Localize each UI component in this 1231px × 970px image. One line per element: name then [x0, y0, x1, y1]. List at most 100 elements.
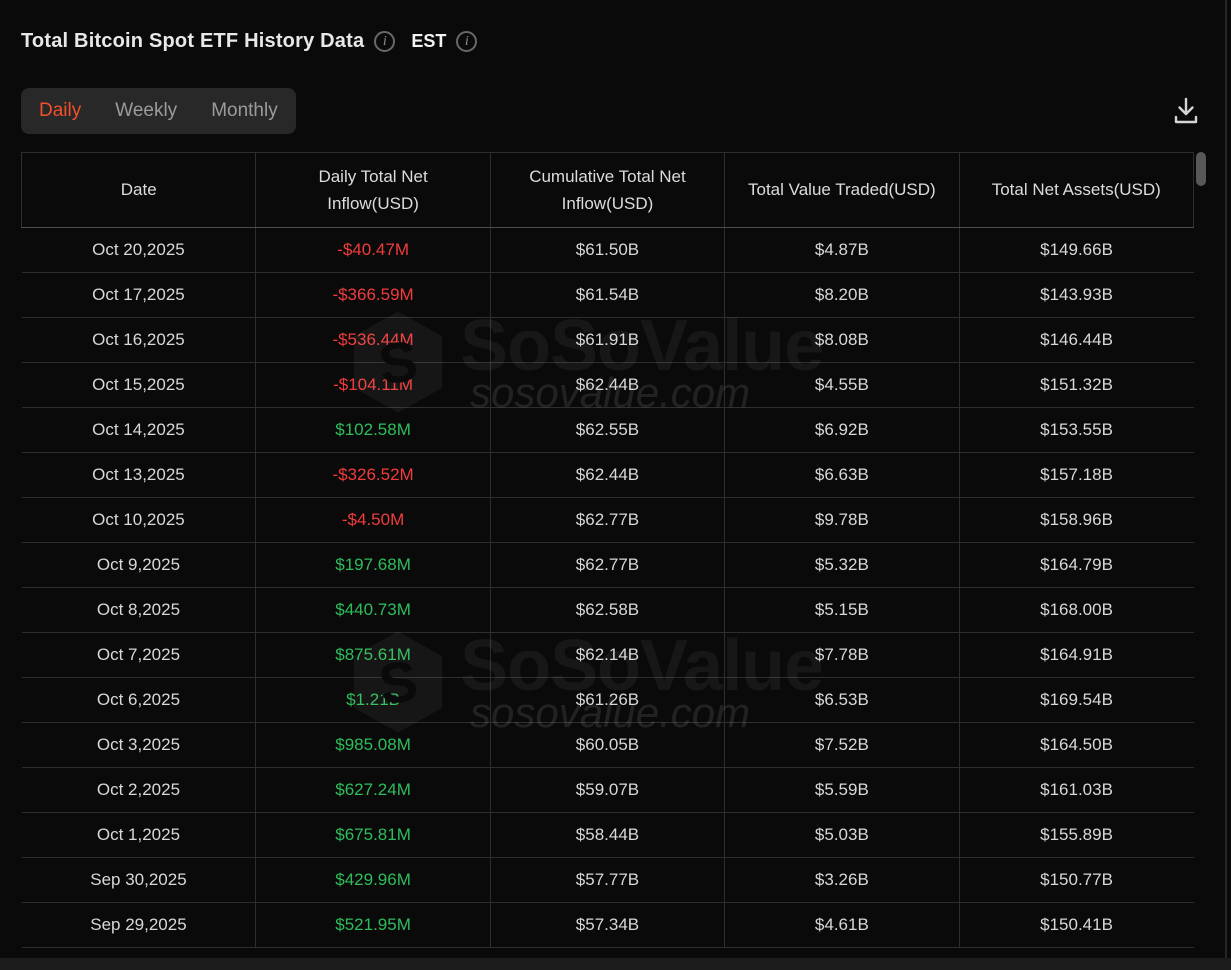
daily-net-inflow-cell: $197.68M	[255, 542, 491, 588]
total-net-assets-cell: $151.32B	[959, 362, 1194, 408]
horizontal-scrollbar-track[interactable]	[0, 958, 1231, 970]
vertical-scrollbar-thumb[interactable]	[1196, 152, 1206, 186]
table-row: Oct 9,2025 $197.68M $62.77B $5.32B $164.79B	[21, 542, 1194, 588]
tab-daily[interactable]: Daily	[39, 100, 82, 121]
daily-net-inflow-cell: -$366.59M	[255, 272, 491, 318]
total-value-traded-cell: $8.08B	[724, 317, 960, 363]
cumulative-net-inflow-cell: $61.54B	[490, 272, 726, 318]
total-value-traded-cell: $6.53B	[724, 677, 960, 723]
cumulative-net-inflow-cell: $62.77B	[490, 542, 726, 588]
date-cell: Oct 1,2025	[21, 812, 257, 858]
daily-net-inflow-cell: -$4.50M	[255, 497, 491, 543]
total-value-traded-cell: $4.87B	[724, 227, 960, 273]
total-value-traded-cell: $4.55B	[724, 362, 960, 408]
total-net-assets-cell: $149.66B	[959, 227, 1194, 273]
cumulative-net-inflow-cell: $62.44B	[490, 362, 726, 408]
cumulative-net-inflow-cell: $58.44B	[490, 812, 726, 858]
cumulative-net-inflow-cell: $62.14B	[490, 632, 726, 678]
download-button[interactable]	[1166, 90, 1206, 130]
daily-net-inflow-cell: -$326.52M	[255, 452, 491, 498]
daily-net-inflow-cell: $875.61M	[255, 632, 491, 678]
daily-net-inflow-cell: $429.96M	[255, 857, 491, 903]
total-value-traded-cell: $4.61B	[724, 902, 960, 948]
table-row: Oct 7,2025 $875.61M $62.14B $7.78B $164.91B	[21, 632, 1194, 678]
column-header-total-net-assets: Total Net Assets(USD)	[958, 152, 1195, 228]
total-net-assets-cell: $146.44B	[959, 317, 1194, 363]
total-net-assets-cell: $164.79B	[959, 542, 1194, 588]
table-row: Oct 20,2025 -$40.47M $61.50B $4.87B $149.66B	[21, 227, 1194, 273]
table-row: Oct 16,2025 -$536.44M $61.91B $8.08B $146.44…	[21, 317, 1194, 363]
date-cell: Oct 20,2025	[21, 227, 257, 273]
header-row: Date Daily Total Net Inflow(USD) Cumulat…	[20, 152, 1195, 228]
tab-monthly[interactable]: Monthly	[211, 100, 278, 121]
daily-net-inflow-cell: $102.58M	[255, 407, 491, 453]
cumulative-net-inflow-cell: $61.91B	[490, 317, 726, 363]
right-edge-divider	[1225, 0, 1227, 958]
table-row: Oct 10,2025 -$4.50M $62.77B $9.78B $158.96B	[21, 497, 1194, 543]
etf-history-table: Date Daily Total Net Inflow(USD) Cumulat…	[20, 152, 1195, 948]
date-cell: Oct 7,2025	[21, 632, 257, 678]
daily-net-inflow-cell: $675.81M	[255, 812, 491, 858]
date-cell: Sep 30,2025	[21, 857, 257, 903]
date-cell: Oct 9,2025	[21, 542, 257, 588]
table-row: Oct 15,2025 -$104.11M $62.44B $4.55B $151.32…	[21, 362, 1194, 408]
total-value-traded-cell: $5.03B	[724, 812, 960, 858]
total-value-traded-cell: $5.32B	[724, 542, 960, 588]
total-net-assets-cell: $153.55B	[959, 407, 1194, 453]
daily-net-inflow-cell: $440.73M	[255, 587, 491, 633]
date-cell: Oct 16,2025	[21, 317, 257, 363]
cumulative-net-inflow-cell: $60.05B	[490, 722, 726, 768]
date-cell: Oct 8,2025	[21, 587, 257, 633]
date-cell: Oct 6,2025	[21, 677, 257, 723]
cumulative-net-inflow-cell: $62.58B	[490, 587, 726, 633]
total-net-assets-cell: $168.00B	[959, 587, 1194, 633]
table-body: Oct 20,2025 -$40.47M $61.50B $4.87B $149.66B…	[21, 227, 1194, 948]
daily-net-inflow-cell: -$536.44M	[255, 317, 491, 363]
total-value-traded-cell: $8.20B	[724, 272, 960, 318]
column-header-total-value-traded: Total Value Traded(USD)	[724, 152, 960, 228]
table-header: Date Daily Total Net Inflow(USD) Cumulat…	[20, 152, 1195, 228]
total-value-traded-cell: $6.92B	[724, 407, 960, 453]
timezone-label: EST	[411, 31, 447, 51]
page-title: Total Bitcoin Spot ETF History Data	[21, 30, 365, 52]
date-cell: Sep 29,2025	[21, 902, 257, 948]
date-cell: Oct 13,2025	[21, 452, 257, 498]
date-cell: Oct 10,2025	[21, 497, 257, 543]
table-row: Oct 17,2025 -$366.59M $61.54B $8.20B $143.93…	[21, 272, 1194, 318]
info-icon[interactable]: i	[374, 31, 396, 52]
daily-net-inflow-cell: $521.95M	[255, 902, 491, 948]
table-row: Oct 13,2025 -$326.52M $62.44B $6.63B $157.18…	[21, 452, 1194, 498]
total-value-traded-cell: $6.63B	[724, 452, 960, 498]
table-row: Oct 2,2025 $627.24M $59.07B $5.59B $161.03B	[21, 767, 1194, 813]
period-tabs: Daily Weekly Monthly	[21, 88, 296, 134]
daily-net-inflow-cell: $1.21B	[255, 677, 491, 723]
table-row: Oct 8,2025 $440.73M $62.58B $5.15B $168.00B	[21, 587, 1194, 633]
total-net-assets-cell: $155.89B	[959, 812, 1194, 858]
tab-weekly[interactable]: Weekly	[115, 100, 178, 121]
cumulative-net-inflow-cell: $62.55B	[490, 407, 726, 453]
cumulative-net-inflow-cell: $59.07B	[490, 767, 726, 813]
date-cell: Oct 3,2025	[21, 722, 257, 768]
total-net-assets-cell: $143.93B	[959, 272, 1194, 318]
total-net-assets-cell: $169.54B	[959, 677, 1194, 723]
date-cell: Oct 17,2025	[21, 272, 257, 318]
download-icon	[1174, 97, 1198, 124]
total-net-assets-cell: $161.03B	[959, 767, 1194, 813]
total-net-assets-cell: $164.91B	[959, 632, 1194, 678]
total-net-assets-cell: $158.96B	[959, 497, 1194, 543]
table-row: Sep 29,2025 $521.95M $57.34B $4.61B $150.41B	[21, 902, 1194, 948]
daily-net-inflow-cell: -$104.11M	[255, 362, 491, 408]
cumulative-net-inflow-cell: $62.77B	[490, 497, 726, 543]
cumulative-net-inflow-cell: $61.26B	[490, 677, 726, 723]
cumulative-net-inflow-cell: $61.50B	[490, 227, 726, 273]
daily-net-inflow-cell: -$40.47M	[255, 227, 491, 273]
total-value-traded-cell: $9.78B	[724, 497, 960, 543]
total-net-assets-cell: $150.77B	[959, 857, 1194, 903]
title-row: Total Bitcoin Spot ETF History Data i ES…	[21, 30, 478, 53]
total-value-traded-cell: $3.26B	[724, 857, 960, 903]
table-row: Oct 6,2025 $1.21B $61.26B $6.53B $169.54B	[21, 677, 1194, 723]
cumulative-net-inflow-cell: $57.77B	[490, 857, 726, 903]
column-header-cumulative-net-inflow: Cumulative Total Net Inflow(USD)	[489, 152, 726, 228]
info-icon[interactable]: i	[456, 31, 478, 52]
table-row: Sep 30,2025 $429.96M $57.77B $3.26B $150.77B	[21, 857, 1194, 903]
